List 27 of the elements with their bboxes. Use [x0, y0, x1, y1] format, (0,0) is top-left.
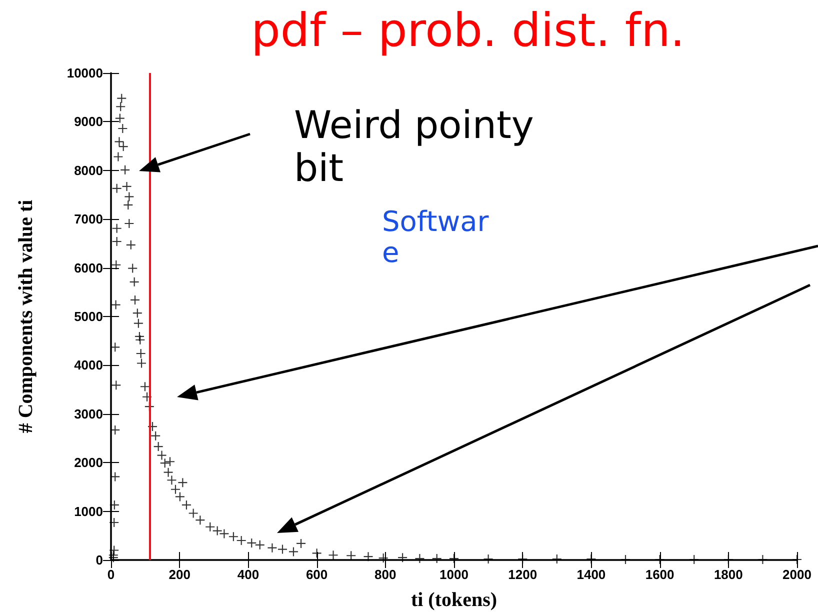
- annotation: Weird pointy bit: [294, 103, 535, 190]
- x-tick-label: 1800: [714, 567, 743, 582]
- y-axis-title: # Components with value ti: [15, 199, 37, 434]
- x-axis-title: ti (tokens): [410, 589, 498, 611]
- x-tick-label: 2000: [782, 567, 812, 582]
- x-tick-label: 600: [306, 567, 328, 582]
- x-tick-label: 1400: [576, 567, 606, 582]
- y-tick-label: 9000: [74, 114, 103, 130]
- x-tick-label: 400: [237, 567, 260, 582]
- x-tick-label: 1000: [440, 567, 468, 582]
- x-tick-label: 0: [107, 567, 115, 582]
- x-tick-label: 1600: [645, 567, 674, 582]
- annotation: Softwar e: [382, 205, 490, 270]
- y-tick-label: 8000: [74, 162, 103, 178]
- y-tick-label: 6000: [74, 260, 103, 276]
- x-tick-label: 1200: [508, 567, 538, 582]
- chart-title: pdf – prob. dist. fn.: [251, 3, 685, 57]
- y-tick-label: 10000: [66, 66, 103, 80]
- x-tick-label: 800: [374, 567, 396, 582]
- y-tick-label: 1000: [74, 504, 103, 519]
- x-tick-label: 200: [168, 567, 190, 582]
- y-tick-label: 2000: [74, 455, 103, 470]
- y-tick-label: 0: [96, 552, 103, 568]
- y-tick-label: 7000: [74, 212, 103, 227]
- y-tick-label: 3000: [74, 406, 103, 422]
- y-tick-label: 5000: [74, 309, 103, 324]
- y-tick-label: 4000: [74, 358, 103, 373]
